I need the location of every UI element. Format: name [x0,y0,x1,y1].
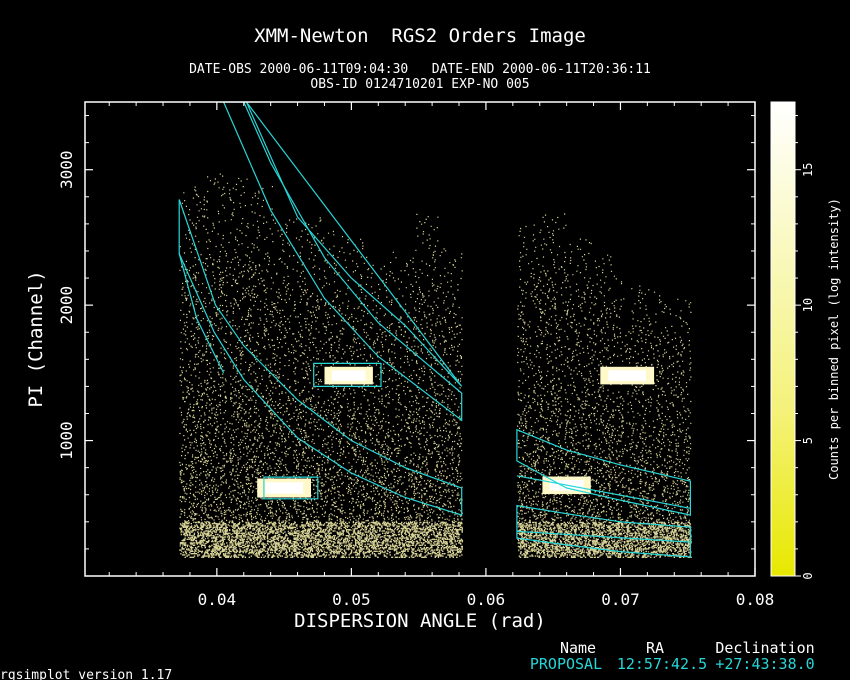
y-axis-label: PI (Channel) [25,270,47,407]
colorbar-tick-label: 5 [801,437,815,444]
extraction-region [313,362,382,387]
colorbar-tick-label: 10 [801,298,815,312]
colorbar-label: Counts per binned pixel (log intensity) [827,198,841,480]
x-tick-label: 0.04 [198,590,237,609]
extraction-region [178,253,225,374]
x-tick-label: 0.06 [467,590,506,609]
plot-frame [84,101,756,577]
version-text: rgsimplot version 1.17 [0,668,172,680]
footer-ra-value: 12:57:42.5 [617,655,707,673]
hot-spot-core [331,370,366,381]
colorbar-tick-label: 0 [801,572,815,579]
extraction-regions [178,102,692,558]
extraction-region [245,102,463,387]
extraction-region [178,199,463,516]
chart-title: XMM-Newton RGS2 Orders Image [254,25,586,47]
x-axis: 0.04 0.05 0.06 0.07 0.08 [108,102,775,609]
observation-dates: DATE-OBS 2000-06-11T09:04:30 DATE-END 20… [189,62,651,77]
colorbar [770,101,796,577]
y-tick-label: 1000 [57,421,76,460]
x-axis-label: DISPERSION ANGLE (rad) [294,610,546,632]
x-tick-label: 0.07 [601,590,640,609]
hot-spot-core [265,482,303,494]
x-tick-label: 0.08 [736,590,775,609]
y-tick-label: 3000 [57,150,76,189]
colorbar-tick-label: 15 [801,162,815,176]
extraction-region [222,102,463,422]
colorbar-axis: 0 5 10 15 [795,115,815,580]
observation-id: OBS-ID 0124710201 EXP-NO 005 [310,77,529,92]
footer-dec-header: Declination [715,639,814,657]
hot-spot-core [608,370,647,381]
extraction-region [263,476,319,500]
footer-target-name: PROPOSAL [530,655,602,673]
y-tick-label: 2000 [57,286,76,325]
footer-name-header: Name [560,639,596,657]
extraction-region [516,530,691,543]
extraction-region [516,504,692,558]
y-axis: 1000 2000 3000 [57,115,755,550]
x-tick-label: 0.05 [332,590,371,609]
footer-dec-value: +27:43:38.0 [715,655,814,673]
footer-ra-header: RA [646,639,664,657]
extraction-region [516,475,691,509]
extraction-region [516,428,692,516]
